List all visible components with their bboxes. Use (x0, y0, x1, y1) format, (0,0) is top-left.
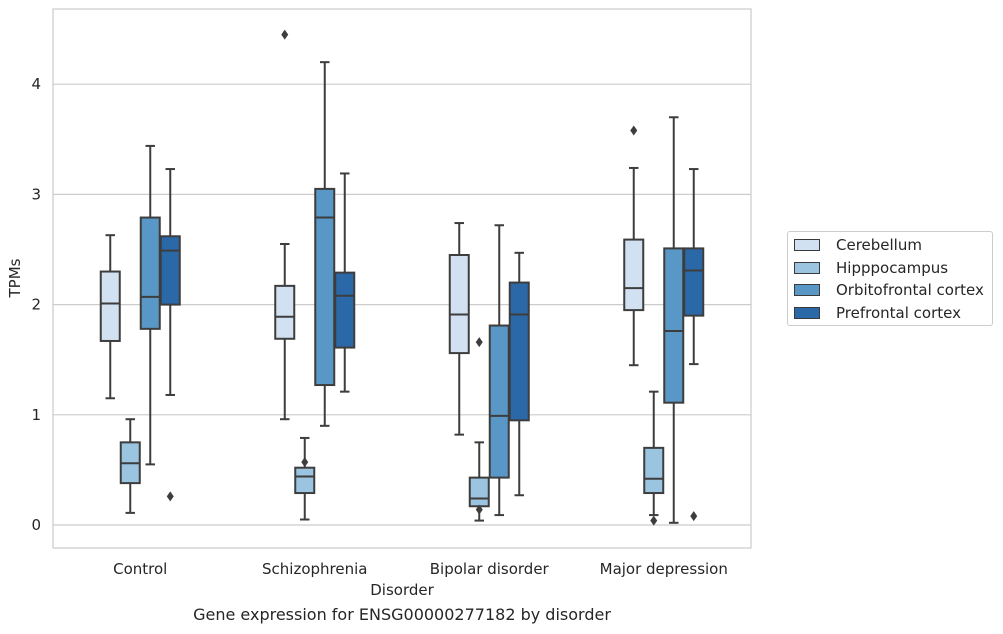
plot-frame (52, 8, 752, 549)
legend-swatch (794, 239, 820, 251)
legend-swatch (794, 261, 820, 274)
legend-item: Orbitofrontal cortex (794, 280, 984, 300)
box-iqr (663, 247, 685, 404)
legend-label: Prefrontal cortex (836, 303, 961, 322)
box-iqr (468, 476, 490, 508)
box-iqr (274, 284, 296, 340)
box-hipppocampus (294, 436, 316, 521)
outlier-marker (281, 29, 289, 40)
box-iqr (159, 235, 181, 306)
box-hipppocampus (643, 390, 665, 526)
y-tick-label: 1 (31, 406, 41, 424)
legend-label: Orbitofrontal cortex (836, 281, 984, 299)
outlier-marker (690, 511, 698, 522)
x-tick-label: Schizophrenia (262, 560, 367, 578)
box-iqr (294, 466, 316, 495)
outlier-marker (166, 491, 174, 502)
y-tick-labels: 0 1 2 3 4 (31, 75, 41, 534)
box-iqr (683, 247, 705, 317)
box-prefrontal-cortex (159, 168, 181, 502)
legend-item: Cerebellum (794, 235, 922, 255)
box-orbitofrontal-cortex (488, 224, 510, 517)
legend: Cerebellum Hipppocampus Orbitofrontal cort… (787, 231, 993, 326)
y-axis-label: TPMs (6, 258, 24, 298)
box-hipppocampus (119, 418, 141, 514)
box-cerebellum (274, 29, 296, 421)
figure-caption: Gene expression for ENSG00000277182 by d… (193, 605, 611, 624)
x-tick-label: Major depression (600, 560, 728, 578)
box-hipppocampus (468, 337, 490, 522)
outlier-marker (475, 504, 483, 515)
legend-swatch (794, 306, 820, 319)
legend-swatch (794, 284, 820, 296)
box-cerebellum (99, 234, 121, 400)
box-groups (99, 29, 705, 526)
box-iqr (334, 271, 356, 349)
box-orbitofrontal-cortex (663, 116, 685, 524)
x-tick-label: Bipolar disorder (430, 560, 550, 578)
box-iqr (488, 324, 510, 479)
box-iqr (643, 446, 665, 495)
x-tick-label: Control (113, 560, 167, 578)
y-tick-label: 2 (31, 296, 41, 314)
box-iqr (99, 270, 121, 342)
legend-label: Cerebellum (836, 236, 922, 254)
outlier-marker (630, 125, 638, 136)
outlier-marker (301, 457, 309, 468)
x-tick-labels: Control Schizophrenia Bipolar disorder Majo… (113, 560, 728, 578)
box-prefrontal-cortex (508, 251, 530, 497)
legend-item: Hipppocampus (794, 258, 948, 278)
outlier-marker (650, 515, 658, 526)
box-cerebellum (623, 125, 645, 367)
outlier-marker (475, 337, 483, 348)
box-prefrontal-cortex (334, 172, 356, 393)
box-prefrontal-cortex (683, 168, 705, 522)
y-tick-label: 4 (31, 75, 41, 93)
box-iqr (139, 216, 161, 330)
box-iqr (623, 238, 645, 312)
box-iqr (448, 254, 470, 355)
box-iqr (508, 281, 530, 422)
box-cerebellum (448, 222, 470, 436)
legend-item: Prefrontal cortex (794, 303, 961, 323)
x-axis-label: Disorder (370, 581, 434, 599)
y-tick-label: 3 (31, 185, 41, 203)
y-tick-label: 0 (31, 516, 41, 534)
legend-label: Hipppocampus (836, 258, 949, 277)
